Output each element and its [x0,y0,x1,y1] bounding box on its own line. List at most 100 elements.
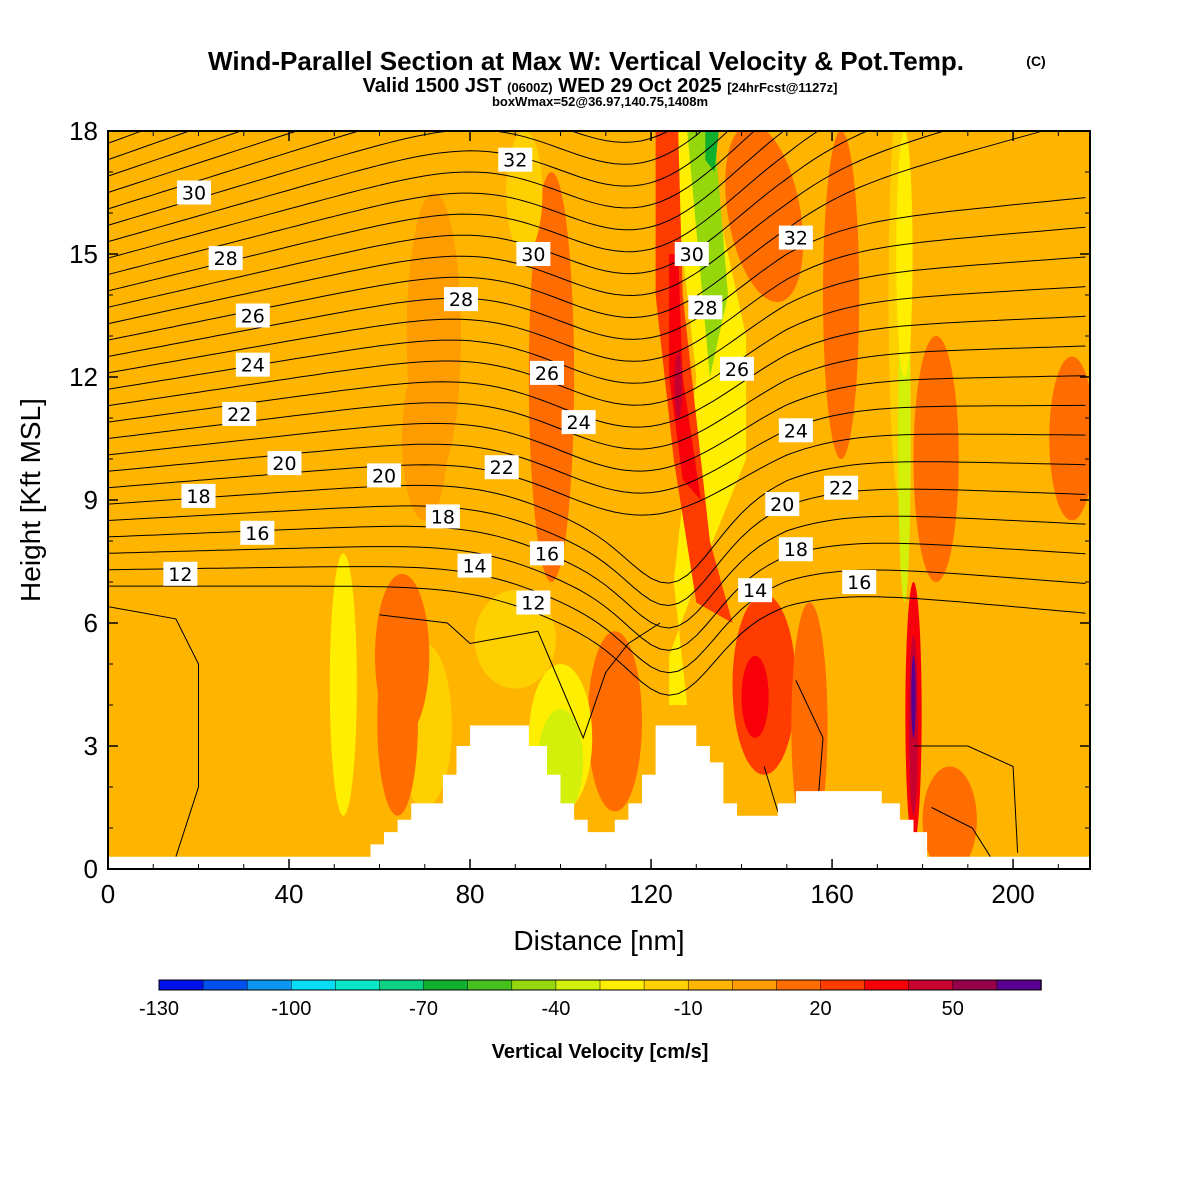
chart-title: Wind-Parallel Section at Max W: Vertical… [208,46,964,76]
colorbar-tick-label: -100 [271,998,311,1020]
contour-label: 30 [680,244,704,266]
valid-utc: (0600Z) [507,80,553,95]
isentrope-line [108,197,1086,357]
terrain-profile [108,725,1090,869]
isentrope-line [913,745,1019,853]
contour-label-box [176,180,211,205]
contour-label: 12 [521,593,545,615]
colorbar-tick-label: -70 [409,998,438,1020]
colorbar-swatch [996,979,1042,991]
contour-label: 30 [521,244,545,266]
isentrope-line [108,131,1045,341]
colorbar-tick-label: 50 [942,998,964,1020]
colorbar-swatch [158,979,204,991]
colorbar-frame [158,979,1042,991]
contour-label-box [529,541,564,566]
contour-label: 22 [490,457,514,479]
isentrope-line [108,315,1086,428]
x-tick-label: 0 [101,879,115,909]
isentrope-line [108,131,703,226]
contour-label-box [457,553,492,578]
updraft-band [913,336,959,582]
contour-label-box [529,360,564,385]
box-wmax-info: boxWmax=52@36.97,140.75,1408m [492,94,708,109]
contour-label-box [235,303,270,328]
valid-prefix: Valid 1500 JST [363,75,502,97]
contour-label: 18 [431,506,455,528]
isentrope-line [931,807,991,857]
contour-label: 12 [168,564,192,586]
isentrope-line [108,131,670,210]
contour-label-box [484,455,519,480]
contour-label: 28 [214,248,238,270]
colorbar-tick-label: -40 [541,998,570,1020]
contour-label: 16 [245,523,269,545]
axis-ticks: 0 40 80 120 160 200 0 3 6 9 12 15 18 [69,116,1090,909]
contour-label: 20 [770,494,794,516]
terrain [108,725,1090,869]
contour-label-box [425,504,460,529]
colorbar-tick-label: -10 [674,998,703,1020]
downdraft-cell [329,553,357,816]
colorbar-swatch [687,979,734,991]
updraft-core [674,352,683,419]
updraft-band [725,131,804,303]
contour-label-box [778,418,813,443]
colorbar: -130 -100 -70 -40 -10 20 50 [139,979,1042,1020]
isentrope-line [108,345,1086,450]
contour-label: 32 [503,150,527,172]
isentrope-line [108,131,729,243]
contour-label: 24 [241,355,265,377]
contour-label: 32 [784,228,808,250]
contour-label: 22 [829,478,853,500]
x-tick-label: 160 [810,879,853,909]
contour-label: 26 [535,363,559,385]
isentrope-line [108,286,1086,407]
y-tick-label: 9 [84,485,98,515]
contour-label: 22 [227,404,251,426]
contour-label: 30 [182,183,206,205]
isentrope-line [108,131,869,308]
contour-label-box [498,147,533,172]
contour-label-box [738,578,773,603]
isentrope-line [108,131,299,193]
updraft-cell [922,766,977,869]
contour-label-box [235,352,270,377]
colorbar-swatch [379,979,425,991]
contour-label-box [778,225,813,250]
contour-label: 16 [847,572,871,594]
isentrope-line [108,131,820,292]
contour-label: 28 [693,297,717,319]
contour-label: 26 [241,306,265,328]
contour-label-box [674,242,709,266]
y-tick-label: 6 [84,608,98,638]
colorbar-swatch [467,979,513,991]
isentrope-line [108,461,1086,584]
contour-label-box [516,590,551,615]
contour-label-box [561,410,596,435]
x-axis-label: Distance [nm] [513,925,684,956]
colorbar-label: Vertical Velocity [cm/s] [492,1041,709,1063]
isentrope-line [108,131,756,259]
x-tick-label: 200 [991,879,1034,909]
x-tick-label: 80 [456,879,485,909]
isentrope-line [108,566,1086,674]
plot-area: 30 28 26 24 22 20 18 16 12 32 30 28 26 24 22 20 18 16 14 12… [108,131,1090,869]
contour-label-box [240,520,275,545]
contour-label-box [824,475,859,500]
contour-label-box [778,537,813,562]
colorbar-swatch [555,979,601,991]
contour-label: 24 [784,420,808,442]
valid-date: WED 29 Oct 2025 [558,75,721,97]
contour-label-box [163,561,198,586]
contour-label-box [367,463,402,488]
contour-labels: 30 28 26 24 22 20 18 16 12 32 30 28 26 24 22 20 18 16 14 12… [163,147,877,615]
x-tick-label: 120 [629,879,672,909]
colorbar-tick-label: 20 [809,998,831,1020]
contour-label-box [222,401,257,426]
contour-label: 18 [186,486,210,508]
x-tick-label: 40 [275,879,304,909]
y-tick-label: 15 [69,239,98,269]
contour-label-box [688,295,723,320]
